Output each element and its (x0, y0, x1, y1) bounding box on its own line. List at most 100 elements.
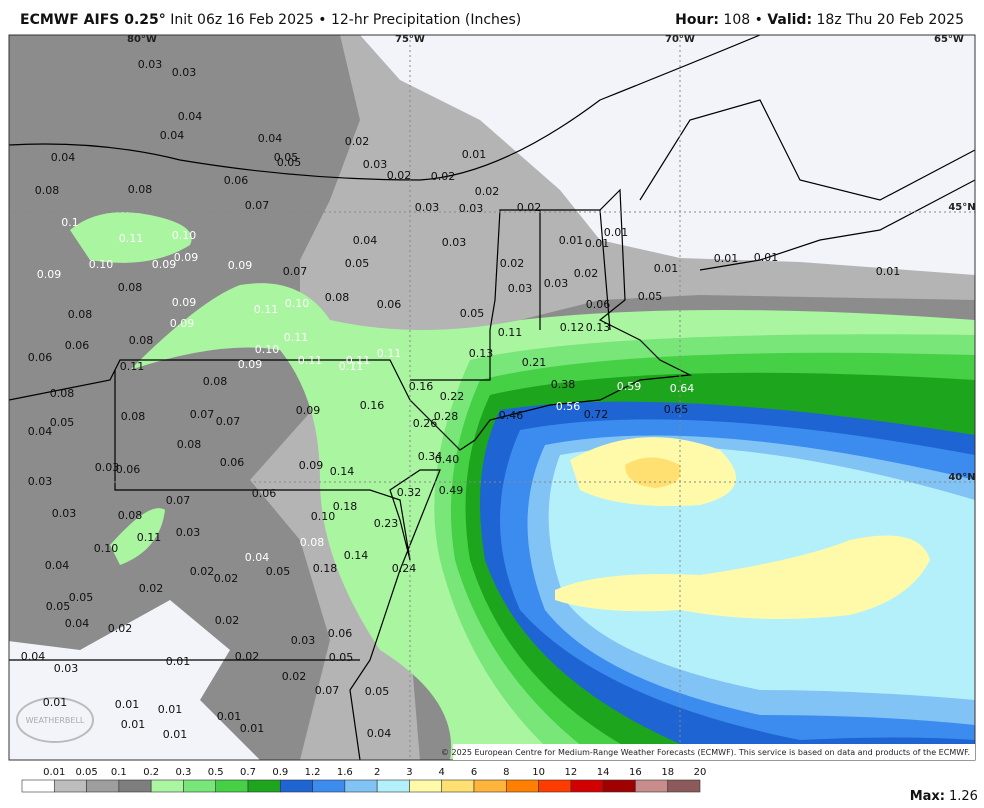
point-value: 0.03 (172, 66, 197, 79)
point-value: 0.09 (37, 268, 62, 281)
point-value: 0.05 (460, 307, 485, 320)
subtitle: Init 06z 16 Feb 2025 • 12-hr Precipitati… (170, 12, 522, 28)
point-value: 0.04 (353, 234, 378, 247)
max-label: Max: (910, 789, 945, 804)
field-green-wv (110, 508, 165, 565)
point-value: 0.10 (89, 258, 114, 271)
colorbar-label: 0.5 (208, 767, 224, 778)
point-value: 0.02 (431, 170, 456, 183)
point-value: 0.09 (174, 251, 199, 264)
point-value: 0.05 (329, 651, 354, 664)
grid-label: 40°N (948, 472, 975, 483)
point-value: 0.01 (115, 698, 140, 711)
colorbar-label: 20 (694, 767, 707, 778)
point-value: 0.03 (544, 277, 569, 290)
fields (9, 35, 975, 760)
point-value: 0.01 (163, 728, 188, 741)
colorbar-label: 12 (564, 767, 577, 778)
point-value: 0.07 (216, 415, 241, 428)
point-value: 0.08 (300, 536, 325, 549)
colorbar-swatch (409, 779, 443, 793)
colorbar-label: 2 (374, 767, 380, 778)
colorbar-label: 0.9 (272, 767, 288, 778)
point-value: 0.08 (325, 291, 350, 304)
point-value: 0.05 (345, 257, 370, 270)
point-value: 0.03 (95, 461, 120, 474)
colorbar-swatch (279, 779, 313, 793)
point-value: 0.06 (252, 487, 277, 500)
point-value: 0.04 (21, 650, 46, 663)
point-value: 0.08 (118, 281, 143, 294)
point-value: 0.06 (586, 298, 611, 311)
grid-label: 70°W (665, 34, 695, 45)
point-value: 0.13 (469, 347, 494, 360)
colorbar-swatch (53, 779, 87, 793)
point-value: 0.09 (238, 358, 263, 371)
point-value: 0.06 (116, 463, 141, 476)
point-value: 0.11 (137, 531, 162, 544)
point-value: 0.12 (560, 321, 585, 334)
point-value: 0.24 (392, 562, 417, 575)
grid-label: 45°N (948, 202, 975, 213)
point-value: 0.05 (365, 685, 390, 698)
point-value: 0.01 (585, 237, 610, 250)
point-value: 0.10 (311, 510, 336, 523)
point-value: 0.03 (508, 282, 533, 295)
colorbar-swatch (441, 779, 475, 793)
point-value: 0.09 (170, 317, 195, 330)
point-value: 0.04 (51, 151, 76, 164)
point-value: 0.18 (313, 562, 338, 575)
point-value: 0.01 (604, 226, 629, 239)
point-value: 0.07 (315, 684, 340, 697)
point-value: 0.08 (177, 438, 202, 451)
point-value: 0.01 (121, 718, 146, 731)
colorbar-label: 0.7 (240, 767, 256, 778)
point-value: 0.09 (299, 459, 324, 472)
point-value: 0.06 (220, 456, 245, 469)
point-value: 0.01 (654, 262, 679, 275)
point-value: 0.04 (160, 129, 185, 142)
point-value: 0.01 (754, 251, 779, 264)
point-value: 0.02 (108, 622, 133, 635)
colorbar-label: 18 (661, 767, 674, 778)
logo-ring (16, 697, 94, 743)
point-value: 0.28 (434, 410, 459, 423)
point-value: 0.04 (45, 559, 70, 572)
colorbar-swatch (312, 779, 346, 793)
point-value: 0.02 (475, 185, 500, 198)
colorbar-label: 0.3 (175, 767, 191, 778)
point-value: 0.03 (52, 507, 77, 520)
point-value: 0.59 (617, 380, 642, 393)
colorbar-label: 16 (629, 767, 642, 778)
point-value: 0.08 (68, 308, 93, 321)
point-value: 0.26 (413, 417, 438, 430)
point-value: 0.09 (172, 296, 197, 309)
point-value: 0.03 (459, 202, 484, 215)
colorbar-swatch (215, 779, 249, 793)
colorbar-swatch (570, 779, 604, 793)
point-value: 0.07 (283, 265, 308, 278)
point-value: 0.02 (574, 267, 599, 280)
point-value: 0.01 (166, 655, 191, 668)
copyright-box (453, 744, 975, 760)
point-value: 0.03 (176, 526, 201, 539)
point-value: 0.02 (214, 572, 239, 585)
hour-label: Hour: (675, 12, 719, 28)
field-white-sw (9, 600, 260, 760)
point-value: 0.09 (296, 404, 321, 417)
point-value: 0.18 (333, 500, 358, 513)
colorbar-swatch (602, 779, 636, 793)
point-value: 0.10 (255, 343, 280, 356)
point-value: 0.11 (346, 354, 371, 367)
colorbar-swatch (538, 779, 572, 793)
point-value: 0.04 (28, 425, 53, 438)
colorbar-swatch (635, 779, 669, 793)
point-value: 0.11 (298, 354, 323, 367)
point-value: 0.02 (235, 650, 260, 663)
field-yellow-2 (625, 457, 681, 488)
point-value: 0.38 (551, 378, 576, 391)
colorbar-label: 10 (532, 767, 545, 778)
field-yellow-3 (555, 535, 930, 619)
